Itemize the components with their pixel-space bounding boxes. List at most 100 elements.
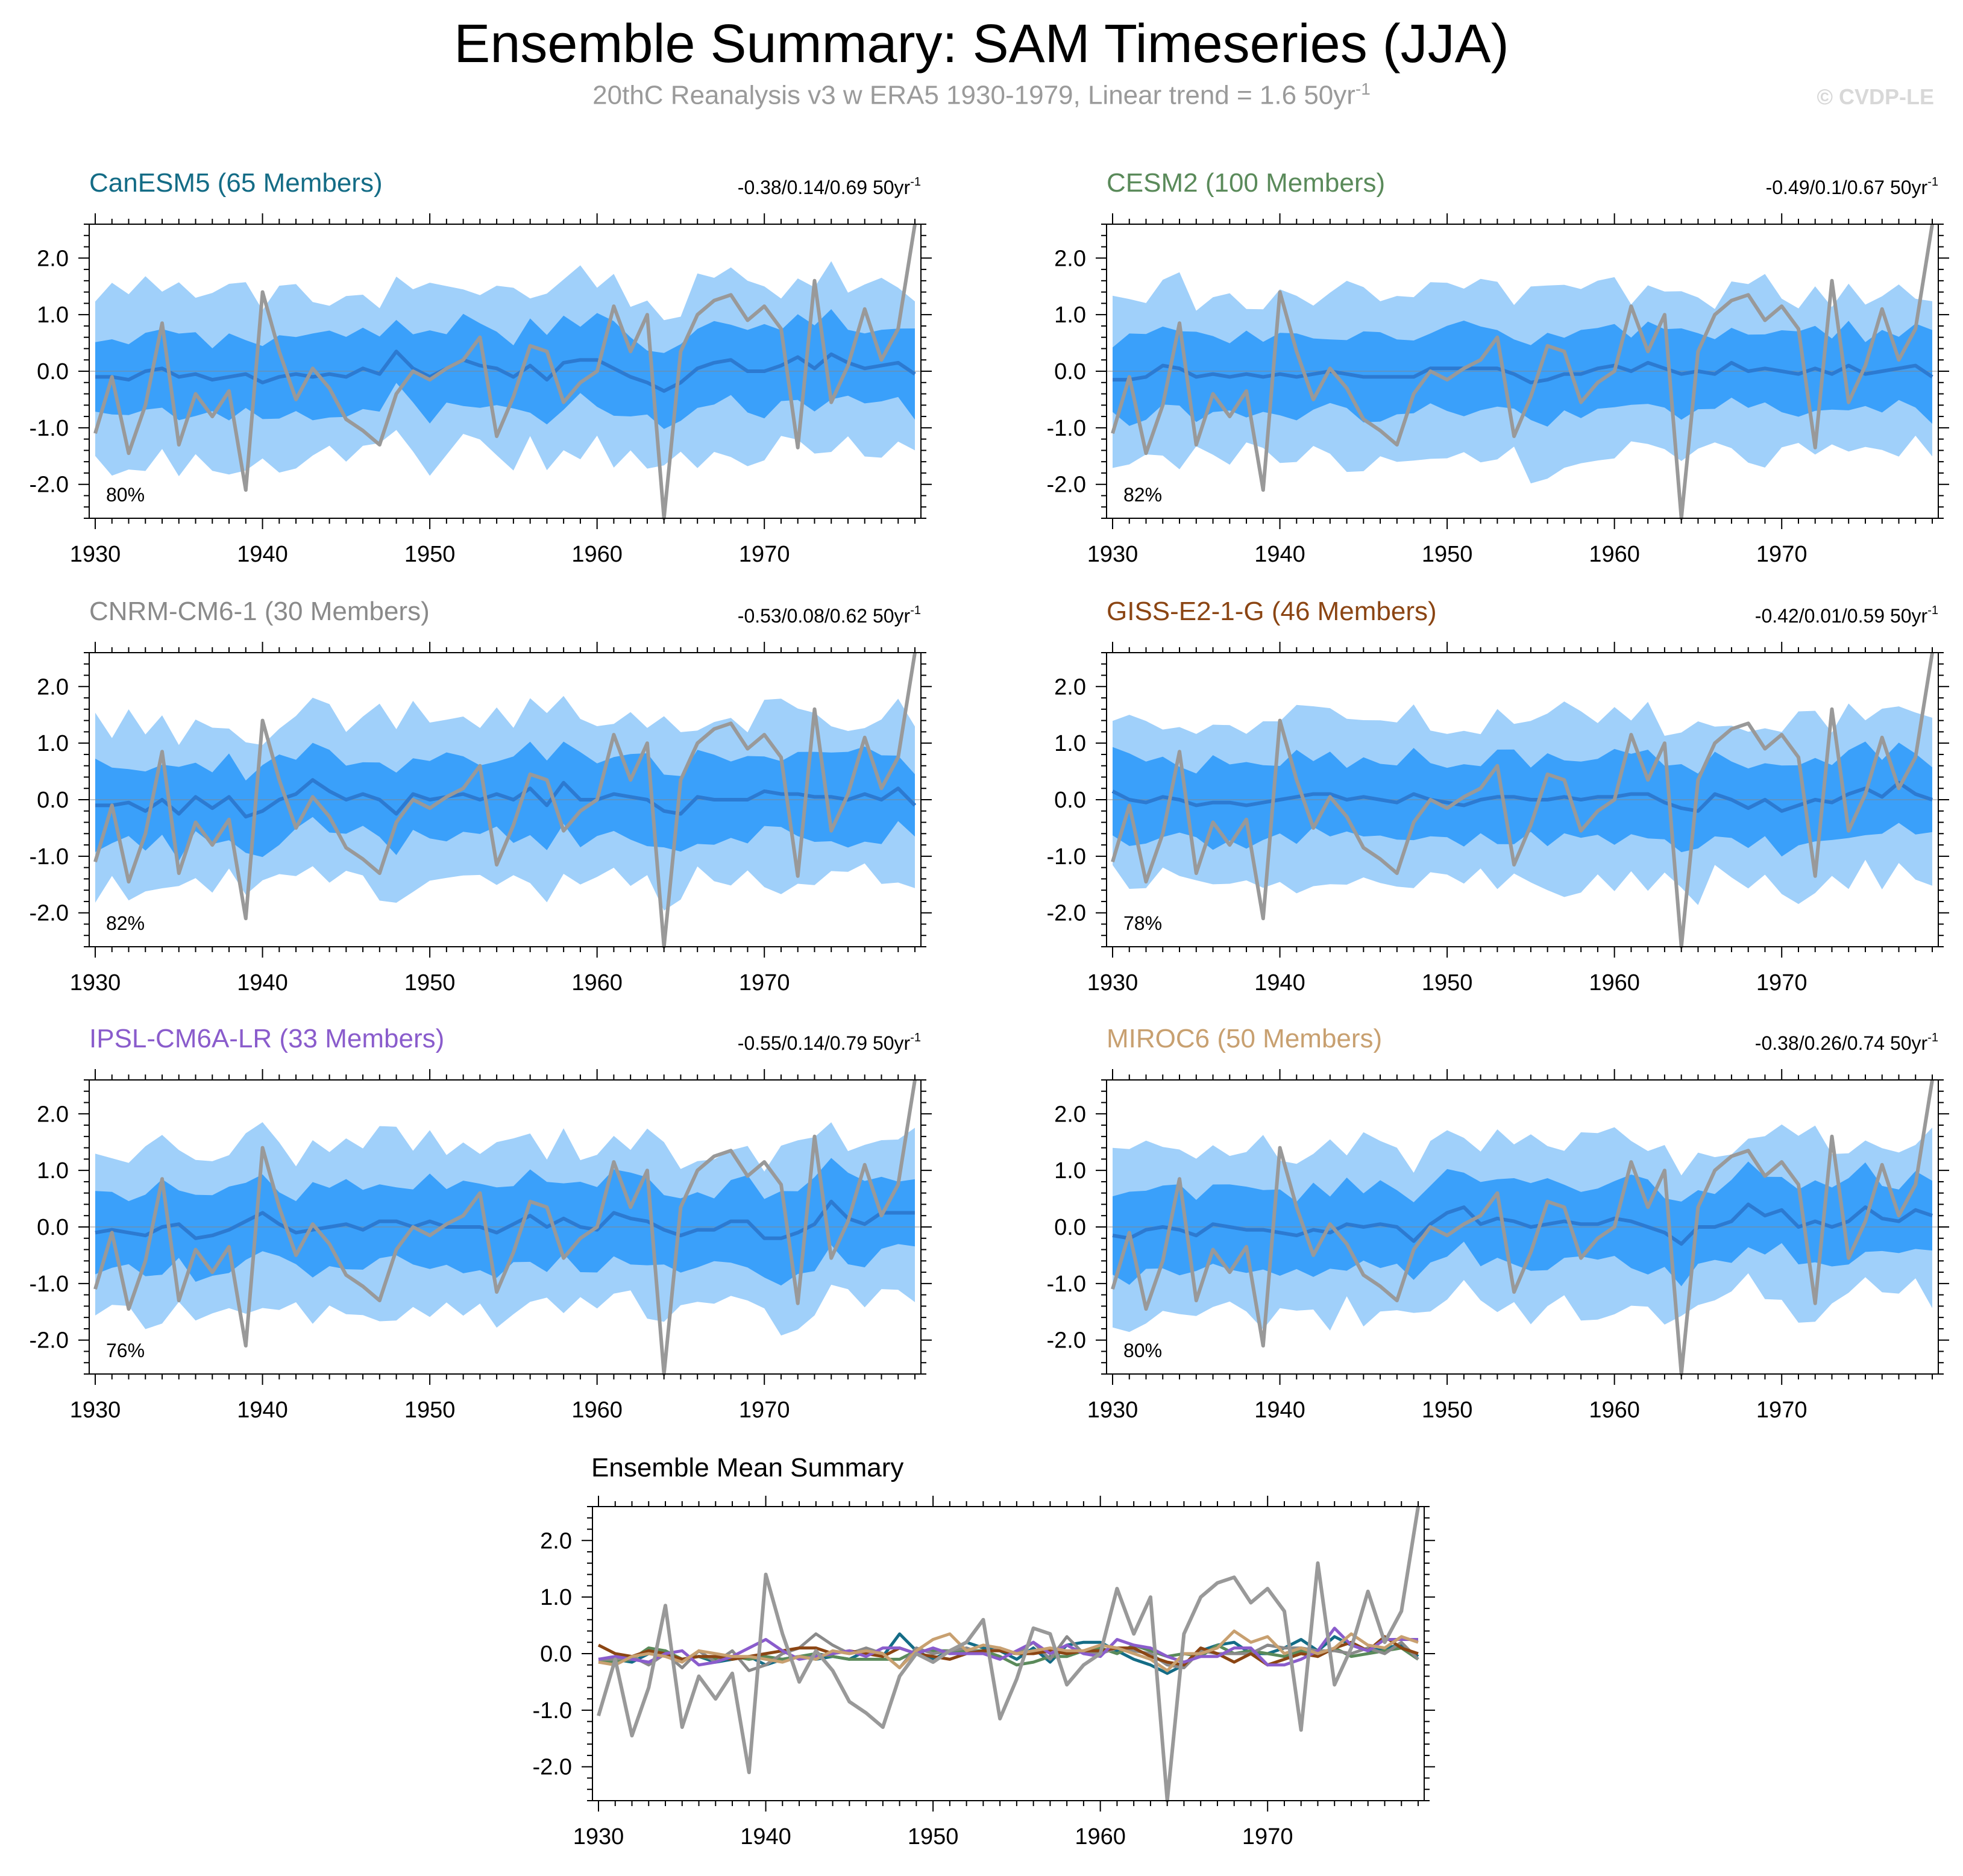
observed-line — [1111, 224, 1934, 520]
percent-label: 82% — [106, 912, 145, 934]
subtitle-superscript: -1 — [1355, 80, 1371, 98]
y-tick-label: -2.0 — [1047, 472, 1086, 498]
trend-superscript: -1 — [1927, 1031, 1938, 1044]
panel-0: CanESM5 (65 Members) -0.38/0.14/0.69 50yr… — [30, 168, 932, 567]
model-mean-line — [598, 1630, 1419, 1672]
y-tick-label: 0.0 — [37, 359, 69, 384]
trend-superscript: -1 — [1927, 175, 1938, 189]
x-tick-label: 1940 — [1254, 542, 1305, 567]
x-tick-label: 1970 — [739, 970, 790, 996]
y-tick-label: -2.0 — [533, 1755, 572, 1780]
y-tick-label: 1.0 — [540, 1585, 572, 1610]
panel-title: CanESM5 (65 Members) — [89, 168, 383, 198]
y-tick-label: -2.0 — [30, 901, 69, 926]
ensemble-mean-line — [1112, 1202, 1933, 1246]
ensemble-mean-line — [95, 1199, 915, 1240]
trend-label: -0.49/0.1/0.67 50yr-1 — [1766, 175, 1938, 198]
trend-label: -0.55/0.14/0.79 50yr-1 — [738, 1031, 921, 1054]
trend-label: -0.38/0.14/0.69 50yr-1 — [738, 175, 921, 198]
x-tick-label: 1960 — [571, 542, 623, 567]
x-tick-label: 1930 — [1087, 970, 1139, 996]
x-tick-label: 1970 — [739, 1398, 790, 1423]
percent-label: 80% — [106, 484, 145, 506]
x-tick-label: 1960 — [571, 1398, 623, 1423]
panel-title: CNRM-CM6-1 (30 Members) — [89, 597, 430, 626]
x-tick-label: 1960 — [1589, 1398, 1640, 1423]
y-tick-label: -1.0 — [1047, 416, 1086, 441]
y-tick-label: -2.0 — [30, 1328, 69, 1354]
observed-line — [597, 1506, 1420, 1802]
y-tick-label: -1.0 — [30, 1272, 69, 1297]
x-tick-label: 1950 — [908, 1824, 959, 1849]
observed-line — [93, 224, 917, 520]
panel-3: GISS-E2-1-G (46 Members) -0.42/0.01/0.59 … — [1047, 597, 1949, 996]
x-tick-label: 1970 — [1242, 1824, 1293, 1849]
ensemble-mean-line — [1113, 360, 1933, 384]
x-tick-label: 1970 — [739, 542, 790, 567]
observed-line — [1111, 652, 1934, 949]
y-tick-label: -1.0 — [1047, 844, 1086, 870]
panel-title: GISS-E2-1-G (46 Members) — [1107, 597, 1437, 626]
ensemble-mean-line — [1111, 780, 1933, 813]
spread-band-inner — [95, 1158, 915, 1286]
y-tick-label: 2.0 — [37, 1102, 69, 1127]
y-tick-label: 2.0 — [1054, 1102, 1086, 1127]
spread-band-inner — [95, 741, 915, 861]
trend-superscript: -1 — [1927, 604, 1938, 617]
x-tick-label: 1970 — [1756, 970, 1808, 996]
x-tick-label: 1940 — [740, 1824, 791, 1849]
x-tick-label: 1970 — [1756, 1398, 1808, 1423]
trend-superscript: -1 — [910, 1031, 921, 1044]
spread-band-inner — [1113, 321, 1932, 427]
panel-title: CESM2 (100 Members) — [1107, 168, 1385, 198]
x-tick-label: 1950 — [1422, 1398, 1473, 1423]
y-tick-label: 0.0 — [1054, 788, 1086, 813]
y-tick-label: 1.0 — [37, 303, 69, 328]
x-tick-label: 1940 — [1254, 1398, 1305, 1423]
panel-5: MIROC6 (50 Members) -0.38/0.26/0.74 50yr-… — [1047, 1024, 1949, 1423]
percent-label: 76% — [106, 1340, 145, 1361]
percent-label: 78% — [1123, 912, 1162, 934]
x-tick-label: 1940 — [237, 970, 288, 996]
x-tick-label: 1960 — [1075, 1824, 1126, 1849]
x-tick-label: 1950 — [404, 542, 456, 567]
trend-superscript: -1 — [910, 604, 921, 617]
observed-line — [1111, 1079, 1934, 1376]
panel-4: IPSL-CM6A-LR (33 Members) -0.55/0.14/0.79… — [30, 1024, 932, 1423]
x-tick-label: 1950 — [1422, 542, 1473, 567]
trend-label: -0.53/0.08/0.62 50yr-1 — [738, 604, 921, 627]
y-tick-label: -1.0 — [533, 1698, 572, 1724]
y-tick-label: 2.0 — [37, 674, 69, 700]
y-tick-label: 1.0 — [1054, 1158, 1086, 1184]
x-tick-label: 1930 — [70, 970, 121, 996]
x-tick-label: 1930 — [70, 542, 121, 567]
panel-title: IPSL-CM6A-LR (33 Members) — [89, 1024, 444, 1053]
credit-watermark: © CVDP-LE — [1817, 84, 1934, 109]
y-tick-label: 2.0 — [540, 1528, 572, 1554]
x-tick-label: 1960 — [1589, 542, 1640, 567]
subtitle-text: 20thC Reanalysis v3 w ERA5 1930-1979, Li… — [592, 80, 1355, 110]
page-title: Ensemble Summary: SAM Timeseries (JJA) — [454, 14, 1509, 74]
percent-label: 80% — [1123, 1340, 1162, 1361]
y-tick-label: -1.0 — [1047, 1272, 1086, 1297]
x-tick-label: 1940 — [237, 542, 288, 567]
y-tick-label: 1.0 — [1054, 303, 1086, 328]
x-tick-label: 1960 — [571, 970, 623, 996]
y-tick-label: -1.0 — [30, 416, 69, 441]
page-subtitle: 20thC Reanalysis v3 w ERA5 1930-1979, Li… — [0, 80, 1963, 111]
x-tick-label: 1930 — [1087, 1398, 1139, 1423]
y-tick-label: 1.0 — [37, 731, 69, 756]
panel-6: Ensemble Mean Summary 1930 1940 1950 1960 197… — [533, 1453, 1435, 1849]
y-tick-label: -2.0 — [30, 472, 69, 498]
x-tick-label: 1930 — [573, 1824, 624, 1849]
x-tick-label: 1930 — [1087, 542, 1139, 567]
ensemble-mean-line — [95, 350, 916, 393]
y-tick-label: 0.0 — [1054, 359, 1086, 384]
y-tick-label: 0.0 — [37, 1215, 69, 1240]
percent-label: 82% — [1123, 484, 1162, 506]
x-tick-label: 1970 — [1756, 542, 1808, 567]
x-tick-label: 1950 — [404, 1398, 456, 1423]
trend-label: -0.42/0.01/0.59 50yr-1 — [1755, 604, 1938, 627]
ensemble-mean-line — [95, 778, 917, 819]
